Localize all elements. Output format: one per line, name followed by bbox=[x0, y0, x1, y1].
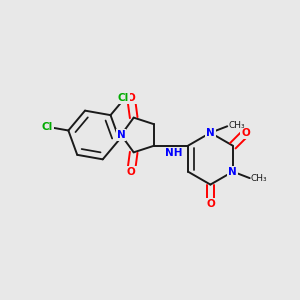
Text: N: N bbox=[206, 128, 215, 138]
Text: NH: NH bbox=[165, 148, 183, 158]
Text: Cl: Cl bbox=[41, 122, 52, 132]
Text: O: O bbox=[206, 199, 215, 209]
Text: CH₃: CH₃ bbox=[228, 121, 245, 130]
Text: Cl: Cl bbox=[117, 93, 129, 103]
Text: O: O bbox=[242, 128, 250, 138]
Text: CH₃: CH₃ bbox=[251, 175, 268, 184]
Text: O: O bbox=[127, 93, 136, 103]
Text: N: N bbox=[229, 167, 237, 177]
Text: N: N bbox=[117, 130, 125, 140]
Text: O: O bbox=[127, 167, 136, 177]
